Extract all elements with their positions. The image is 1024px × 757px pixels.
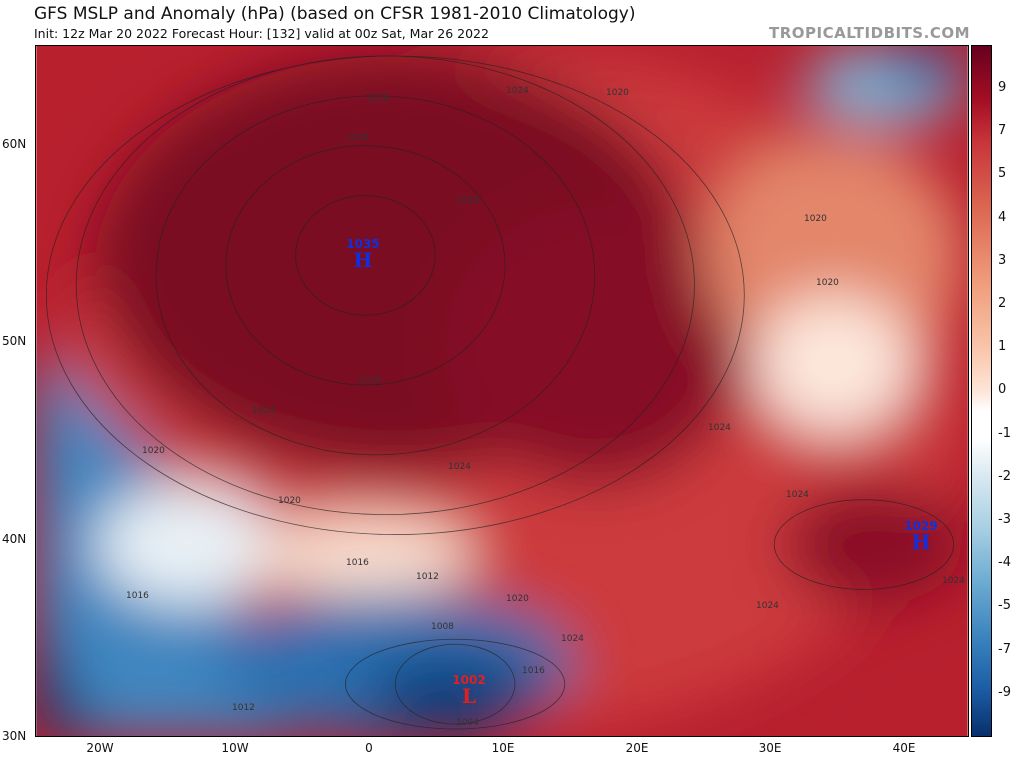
isobars <box>45 55 955 730</box>
isobar-label: 1020 <box>142 446 165 456</box>
isobar-label: 1016 <box>522 666 545 676</box>
lat-label: 30N <box>2 729 27 743</box>
isobar-label: 1024 <box>506 86 529 96</box>
isobar-label: 1020 <box>816 278 839 288</box>
isobar-label: 1028 <box>358 376 381 386</box>
isobar-label: 1016 <box>126 591 149 601</box>
lat-label: 50N <box>2 334 27 348</box>
colorbar-label: 1 <box>998 339 1007 355</box>
isobar-label: 1020 <box>606 88 629 98</box>
isobar-label: 1024 <box>252 406 275 416</box>
lon-label: 40E <box>892 741 916 755</box>
center-letter: H <box>353 248 373 272</box>
isobar-label: 1020 <box>278 496 301 506</box>
colorbar-label: -7 <box>998 641 1011 657</box>
lon-label: 10E <box>491 741 515 755</box>
center-value: 1035 <box>346 237 380 251</box>
center-value: 1029 <box>904 519 938 533</box>
isobar-label: 1008 <box>431 622 454 632</box>
lon-label: 0 <box>365 741 373 755</box>
low-pressure-center: 1002 L <box>452 674 485 706</box>
isobar-label: 1024 <box>561 634 584 644</box>
brand-watermark: TROPICALTIDBITS.COM <box>769 24 970 42</box>
isobar-label: 1020 <box>506 594 529 604</box>
colorbar-label: 9 <box>998 80 1007 95</box>
colorbar-label: 0 <box>998 382 1007 398</box>
isobar-label: 1004 <box>456 718 479 728</box>
lon-label: 20E <box>625 741 649 755</box>
lat-label: 40N <box>2 532 27 546</box>
colorbar-label: -1 <box>998 425 1011 441</box>
center-letter: H <box>911 530 931 554</box>
isobar-label: 1012 <box>232 703 255 713</box>
map-subtitle: Init: 12z Mar 20 2022 Forecast Hour: [13… <box>34 26 489 41</box>
isobar-label: 1028 <box>366 94 389 104</box>
isobar-label: 1024 <box>786 490 809 500</box>
colorbar-label: 2 <box>998 296 1007 311</box>
anomaly-map: 1028 1024 1028 1020 1028 1020 1020 1028 … <box>35 45 969 737</box>
isobar-label: 1024 <box>942 576 965 586</box>
colorbar <box>971 45 992 737</box>
colorbar-label: -3 <box>998 512 1011 527</box>
isobar-label: 1012 <box>416 572 439 582</box>
center-value: 1002 <box>452 673 486 687</box>
colorbar-label: -4 <box>998 555 1011 571</box>
colorbar-label: -5 <box>998 598 1011 614</box>
colorbar-label: 7 <box>998 123 1007 139</box>
map-title: GFS MSLP and Anomaly (hPa) (based on CFS… <box>34 4 636 24</box>
lon-label: 20W <box>86 741 114 755</box>
isobar-label: 1024 <box>756 601 779 611</box>
high-pressure-center: 1035 H <box>346 238 379 270</box>
map-field <box>36 46 968 736</box>
isobar-label: 1024 <box>448 462 471 472</box>
high-pressure-center: 1029 H <box>904 520 937 552</box>
colorbar-label: 5 <box>998 166 1007 182</box>
lat-label: 60N <box>2 137 27 151</box>
isobar-label: 1028 <box>456 196 479 206</box>
colorbar-label: -2 <box>998 468 1011 484</box>
isobar-label: 1020 <box>804 214 827 224</box>
colorbar-label: 3 <box>998 252 1007 268</box>
lon-label: 30E <box>758 741 782 755</box>
lon-label: 10W <box>221 741 249 755</box>
isobar-label: 1016 <box>346 558 369 568</box>
isobar-label: 1028 <box>346 133 369 143</box>
center-letter: L <box>461 684 477 708</box>
colorbar-label: 4 <box>998 209 1007 225</box>
isobar-label: 1024 <box>708 423 731 433</box>
colorbar-label: -9 <box>998 684 1011 700</box>
anomaly-shading <box>36 46 964 736</box>
